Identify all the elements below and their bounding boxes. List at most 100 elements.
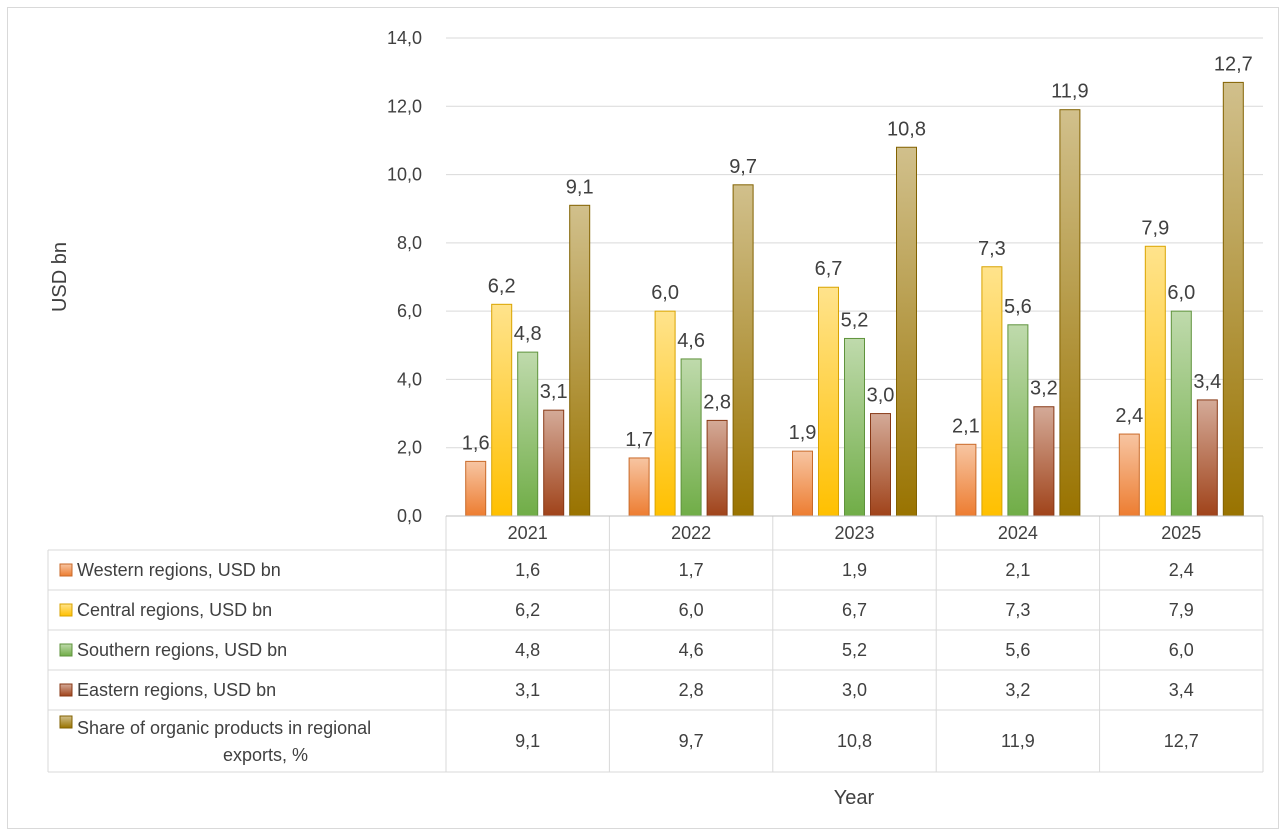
data-label: 11,9 <box>1051 81 1088 103</box>
legend-key <box>59 563 73 577</box>
data-label: 10,8 <box>887 118 926 140</box>
bar <box>844 337 865 517</box>
data-label: 5,6 <box>1004 296 1032 318</box>
series-name: Western regions, USD bn <box>77 560 281 580</box>
y-tick-label: 10,0 <box>387 165 422 185</box>
data-label: 7,3 <box>978 238 1006 260</box>
data-label: 2,1 <box>952 415 980 437</box>
table-cell: 12,7 <box>1164 731 1199 751</box>
data-label: 2,8 <box>703 391 731 413</box>
table-cell: 9,1 <box>515 731 540 751</box>
legend-key <box>59 643 73 657</box>
y-tick-label: 8,0 <box>397 233 422 253</box>
table-cell: 1,6 <box>515 560 540 580</box>
x-tick-label: 2021 <box>508 523 548 543</box>
data-label: 3,2 <box>1030 378 1058 400</box>
x-tick-label: 2024 <box>998 523 1038 543</box>
bar <box>706 419 728 517</box>
bar <box>1144 245 1166 517</box>
table-cell: 3,4 <box>1169 680 1194 700</box>
table-cell: 1,9 <box>842 560 867 580</box>
data-label: 3,1 <box>540 381 568 403</box>
table-cell: 3,2 <box>1005 680 1030 700</box>
table-cell: 3,0 <box>842 680 867 700</box>
data-label: 9,1 <box>566 176 594 198</box>
bar <box>1059 109 1081 517</box>
bar <box>955 443 977 517</box>
y-tick-label: 2,0 <box>397 438 422 458</box>
data-label: 3,0 <box>867 385 895 407</box>
series-name: Eastern regions, USD bn <box>77 680 276 700</box>
table-cell: 6,7 <box>842 600 867 620</box>
bar <box>569 204 591 517</box>
bar <box>543 409 565 517</box>
data-label: 4,8 <box>514 323 542 345</box>
data-label: 3,4 <box>1193 371 1221 393</box>
x-tick-label: 2022 <box>671 523 711 543</box>
bar <box>896 146 917 517</box>
table-cell: 2,1 <box>1005 560 1030 580</box>
data-label: 1,9 <box>789 422 817 444</box>
bar <box>1222 81 1244 517</box>
legend-key <box>59 715 73 729</box>
table-cell: 5,2 <box>842 640 867 660</box>
table-cell: 7,3 <box>1005 600 1030 620</box>
bar <box>491 303 513 517</box>
y-axis-title: USD bn <box>49 242 71 312</box>
data-label: 1,7 <box>625 429 653 451</box>
bar <box>654 310 676 517</box>
chart-frame <box>7 7 1279 829</box>
bar <box>818 286 839 517</box>
bar <box>1196 399 1218 517</box>
bar <box>792 450 813 517</box>
legend-key <box>59 683 73 697</box>
data-label: 7,9 <box>1141 217 1169 239</box>
bar <box>981 266 1003 517</box>
y-tick-label: 12,0 <box>387 96 422 116</box>
bar <box>517 351 539 517</box>
table-cell: 11,9 <box>1001 731 1035 751</box>
table-cell: 4,8 <box>515 640 540 660</box>
table-cell: 3,1 <box>515 680 540 700</box>
bar <box>680 358 702 517</box>
data-label: 2,4 <box>1115 405 1143 427</box>
table-cell: 6,2 <box>515 600 540 620</box>
series-name: Southern regions, USD bn <box>77 640 287 660</box>
bar <box>1170 310 1192 517</box>
legend-key <box>59 603 73 617</box>
x-axis-title: Year <box>834 787 875 809</box>
bar <box>1118 433 1140 517</box>
data-label: 9,7 <box>729 156 757 178</box>
table-cell: 9,7 <box>679 731 704 751</box>
bar <box>1007 324 1029 517</box>
data-label: 12,7 <box>1214 53 1253 75</box>
table-cell: 6,0 <box>1169 640 1194 660</box>
data-label: 6,0 <box>651 282 679 304</box>
data-label: 6,2 <box>488 275 516 297</box>
x-tick-label: 2023 <box>834 523 874 543</box>
table-cell: 1,7 <box>679 560 704 580</box>
series-name: Central regions, USD bn <box>77 600 272 620</box>
y-tick-label: 0,0 <box>397 506 422 526</box>
data-label: 6,0 <box>1167 282 1195 304</box>
table-cell: 7,9 <box>1169 600 1194 620</box>
table-cell: 2,4 <box>1169 560 1194 580</box>
bar <box>1033 406 1055 517</box>
data-label: 5,2 <box>841 309 869 331</box>
series-name: Share of organic products in regional <box>77 718 371 738</box>
bar <box>628 457 650 517</box>
bar <box>870 413 891 517</box>
table-cell: 2,8 <box>679 680 704 700</box>
table-cell: 5,6 <box>1005 640 1030 660</box>
y-tick-label: 14,0 <box>387 28 422 48</box>
data-label: 4,6 <box>677 330 705 352</box>
table-cell: 10,8 <box>837 731 872 751</box>
data-label: 1,6 <box>462 432 490 454</box>
table-cell: 6,0 <box>679 600 704 620</box>
table-cell: 4,6 <box>679 640 704 660</box>
bar <box>465 460 487 517</box>
series-name: exports, % <box>223 745 308 765</box>
bar <box>732 184 754 517</box>
